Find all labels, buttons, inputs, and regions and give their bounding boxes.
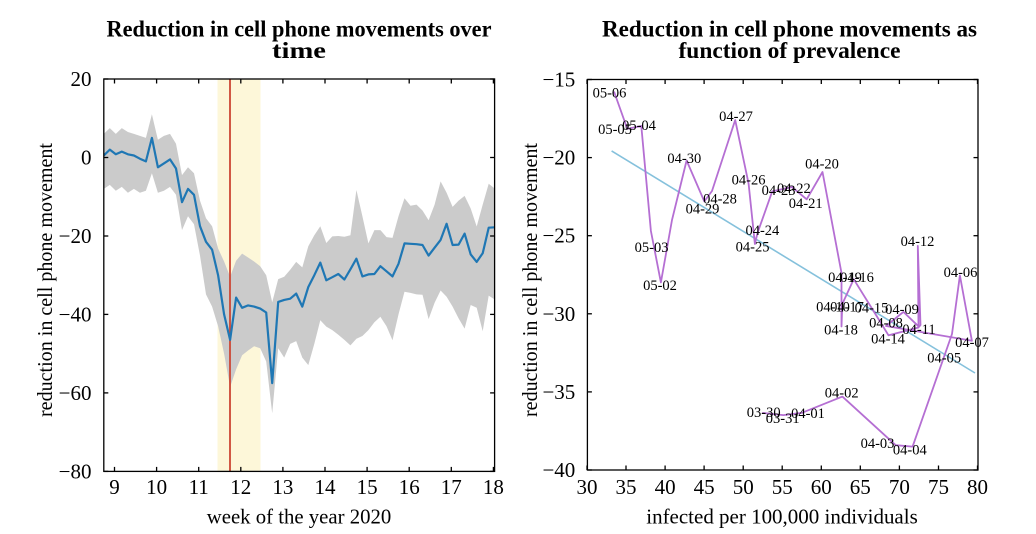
svg-text:18: 18 xyxy=(483,475,504,499)
svg-text:reduction in cell phone moveme: reduction in cell phone movement xyxy=(518,143,542,417)
svg-text:16: 16 xyxy=(399,475,420,499)
svg-text:15: 15 xyxy=(357,475,378,499)
svg-text:17: 17 xyxy=(441,475,462,499)
svg-text:04-28: 04-28 xyxy=(703,192,737,208)
svg-text:−40: −40 xyxy=(542,458,575,482)
svg-text:04-07: 04-07 xyxy=(955,335,989,351)
svg-text:14: 14 xyxy=(315,475,337,499)
svg-text:04-27: 04-27 xyxy=(719,109,753,125)
svg-text:04-14: 04-14 xyxy=(871,332,906,348)
svg-text:reduction in cell phone moveme: reduction in cell phone movement xyxy=(33,143,57,417)
svg-text:05-05: 05-05 xyxy=(598,122,632,138)
svg-text:04-05: 04-05 xyxy=(927,350,961,366)
svg-text:05-04: 05-04 xyxy=(622,118,657,134)
svg-text:04-04: 04-04 xyxy=(893,442,928,458)
svg-text:04-15: 04-15 xyxy=(855,301,889,317)
svg-text:04-09: 04-09 xyxy=(885,302,919,318)
svg-text:05-03: 05-03 xyxy=(635,240,669,256)
svg-text:−60: −60 xyxy=(59,381,92,405)
svg-text:−40: −40 xyxy=(59,302,92,326)
svg-text:55: 55 xyxy=(772,475,793,499)
svg-text:function of prevalence: function of prevalence xyxy=(679,38,901,64)
svg-text:Reduction in cell phone moveme: Reduction in cell phone movements over xyxy=(107,16,492,42)
svg-text:80: 80 xyxy=(967,475,988,499)
svg-text:04-02: 04-02 xyxy=(825,386,859,402)
svg-text:04-12: 04-12 xyxy=(901,234,935,250)
svg-text:40: 40 xyxy=(655,475,676,499)
svg-text:13: 13 xyxy=(272,475,293,499)
svg-text:04-08: 04-08 xyxy=(869,316,903,332)
svg-text:04-10: 04-10 xyxy=(816,300,850,316)
svg-text:04-21: 04-21 xyxy=(789,196,823,212)
svg-text:04-16: 04-16 xyxy=(840,270,874,286)
svg-text:20: 20 xyxy=(71,67,92,91)
svg-text:03-30: 03-30 xyxy=(747,405,781,421)
svg-text:−30: −30 xyxy=(542,302,575,326)
svg-text:04-20: 04-20 xyxy=(805,157,839,173)
svg-text:04-23: 04-23 xyxy=(762,183,796,199)
svg-text:50: 50 xyxy=(733,475,754,499)
svg-text:−20: −20 xyxy=(542,146,575,170)
svg-text:12: 12 xyxy=(230,475,251,499)
svg-text:04-26: 04-26 xyxy=(732,173,766,189)
svg-text:65: 65 xyxy=(850,475,871,499)
svg-text:infected per 100,000 individua: infected per 100,000 individuals xyxy=(646,505,918,529)
svg-text:time: time xyxy=(272,38,326,64)
svg-text:−80: −80 xyxy=(59,459,92,483)
svg-text:−25: −25 xyxy=(542,224,575,248)
svg-text:04-30: 04-30 xyxy=(667,151,701,167)
svg-text:05-02: 05-02 xyxy=(643,278,677,294)
svg-text:04-06: 04-06 xyxy=(944,265,978,281)
svg-text:9: 9 xyxy=(109,475,120,499)
svg-text:04-17: 04-17 xyxy=(830,300,864,316)
svg-text:week of the year 2020: week of the year 2020 xyxy=(207,505,392,529)
svg-text:05-06: 05-06 xyxy=(593,86,627,102)
svg-text:04-18: 04-18 xyxy=(824,323,858,339)
svg-text:−20: −20 xyxy=(59,224,92,248)
svg-text:−15: −15 xyxy=(542,68,575,92)
svg-text:04-22: 04-22 xyxy=(777,181,811,197)
svg-text:04-24: 04-24 xyxy=(745,223,780,239)
svg-text:60: 60 xyxy=(811,475,832,499)
svg-text:03-31: 03-31 xyxy=(766,411,800,427)
svg-text:30: 30 xyxy=(577,475,598,499)
svg-text:04-01: 04-01 xyxy=(791,406,825,422)
svg-text:35: 35 xyxy=(616,475,637,499)
svg-text:70: 70 xyxy=(889,475,910,499)
svg-text:45: 45 xyxy=(694,475,715,499)
svg-text:0: 0 xyxy=(81,146,92,170)
svg-text:04-19: 04-19 xyxy=(828,270,862,286)
svg-text:04-11: 04-11 xyxy=(902,322,935,338)
svg-text:04-29: 04-29 xyxy=(686,202,720,218)
svg-text:−35: −35 xyxy=(542,380,575,404)
svg-text:75: 75 xyxy=(928,475,949,499)
svg-text:10: 10 xyxy=(146,475,167,499)
svg-text:11: 11 xyxy=(189,475,209,499)
svg-text:04-25: 04-25 xyxy=(736,240,770,256)
svg-text:04-03: 04-03 xyxy=(861,436,895,452)
svg-text:Reduction in cell phone moveme: Reduction in cell phone movements as xyxy=(602,16,977,42)
